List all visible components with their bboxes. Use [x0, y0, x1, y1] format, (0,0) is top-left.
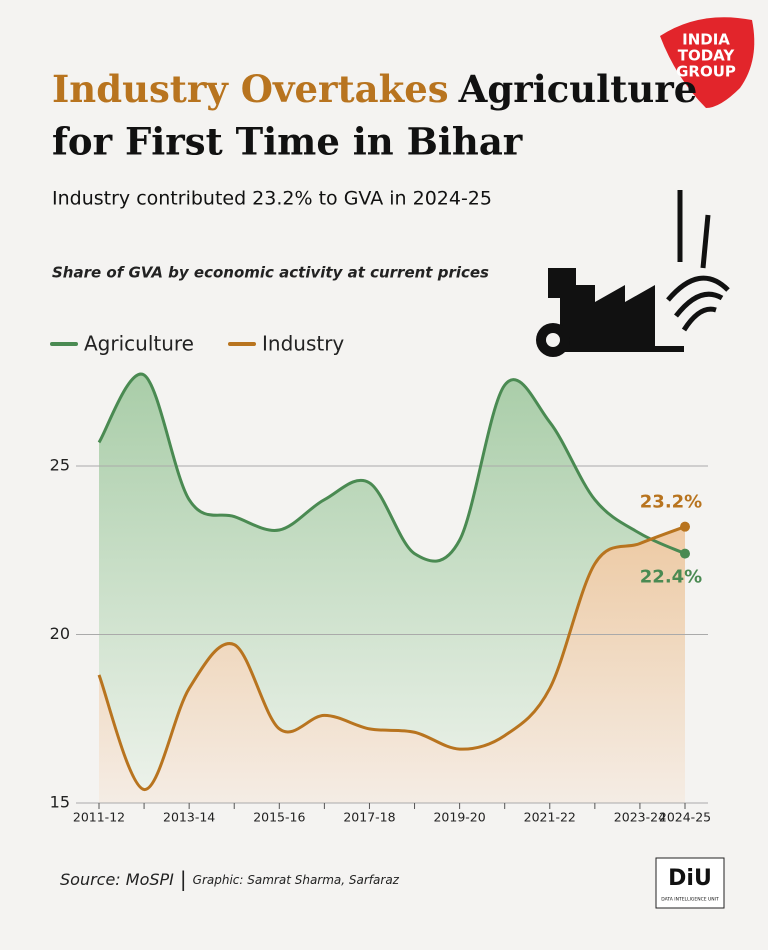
source-text: Source: MoSPI [60, 870, 174, 889]
data-label: 23.2% [640, 492, 702, 513]
x-tick-label: 2019-20 [433, 810, 485, 825]
logo-text: INDIA [682, 31, 730, 49]
x-tick-label: 2023-24 [614, 810, 666, 825]
y-tick-label: 15 [50, 793, 70, 812]
source: Source: MoSPI | Graphic: Samrat Sharma, Sa… [60, 867, 400, 891]
x-tick-label: 2021-22 [524, 810, 576, 825]
plot: 15 20 25 2011-12 2013-14 2015-16 2017-18 2019-2… [50, 332, 711, 825]
title-line: for First Time in Bihar [52, 120, 523, 164]
x-tick-label: 2015-16 [253, 810, 305, 825]
logo-text: GROUP [676, 63, 736, 81]
logo-text: TODAY [678, 47, 736, 65]
wheat-icon [666, 190, 730, 332]
x-tick-label: 2024-25 [659, 810, 711, 825]
separator: | [180, 867, 187, 891]
badge-box [655, 857, 725, 909]
x-tick-label: 2013-14 [163, 810, 215, 825]
title-part: Agriculture [458, 67, 698, 111]
x-tick-label: 2017-18 [343, 810, 395, 825]
badge-caption: DATA INTELLIGENCE UNIT [661, 897, 719, 903]
area [99, 526, 685, 803]
x-tick-label: 2011-12 [73, 810, 125, 825]
y-tick-label: 20 [50, 624, 70, 643]
badge: DiU [668, 866, 712, 891]
point [680, 548, 690, 559]
line [97, 525, 686, 792]
data-label: 22.4% [640, 567, 702, 588]
credit: Graphic: Samrat Sharma, Sarfaraz [193, 873, 400, 887]
subtitle: Industry contributed 23.2% to GVA in 202… [52, 188, 492, 210]
factory-icon [536, 268, 684, 357]
title: Industry Overtakes Agriculture [52, 67, 697, 111]
chart-note: Share of GVA by economic activity at cur… [52, 264, 489, 282]
legend-label: Industry [262, 332, 344, 356]
point [680, 521, 690, 532]
title-highlight: Industry Overtakes [52, 67, 449, 111]
legend-label: Agriculture [84, 332, 194, 356]
line [97, 372, 686, 563]
y-tick-label: 25 [50, 456, 70, 475]
logo-shape [660, 17, 755, 109]
